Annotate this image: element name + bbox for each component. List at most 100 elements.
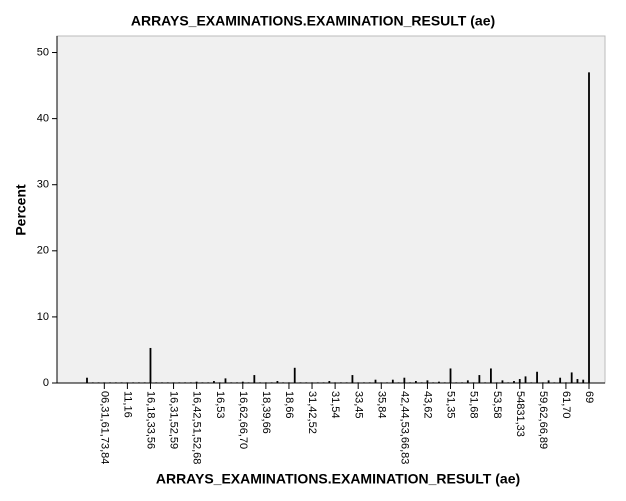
bar — [541, 382, 544, 383]
bar — [518, 379, 521, 383]
x-tick-label: 42,44,53,66,83 — [398, 391, 410, 464]
bar — [536, 371, 538, 383]
y-tick-label: 50 — [37, 46, 49, 58]
bar — [438, 381, 440, 383]
bar — [461, 382, 463, 383]
x-tick-label: 16,62,66,70 — [237, 391, 249, 449]
bar — [120, 382, 123, 383]
bar — [166, 382, 169, 383]
bar — [109, 382, 111, 383]
bar — [414, 381, 417, 383]
y-axis-label: Percent — [13, 184, 29, 236]
bar — [178, 382, 181, 383]
bar — [195, 381, 198, 383]
bar — [357, 382, 360, 383]
bar — [345, 382, 348, 383]
bar — [443, 382, 446, 383]
bar — [328, 381, 331, 383]
bar — [501, 380, 504, 383]
y-tick-label: 30 — [37, 179, 49, 191]
bar — [363, 382, 365, 383]
x-tick-label: 16,31,52,59 — [168, 391, 180, 449]
x-tick-label: 53,58 — [491, 391, 503, 419]
bar — [334, 382, 337, 383]
bar — [264, 382, 267, 383]
bar — [322, 382, 325, 383]
bar — [570, 372, 573, 383]
x-tick-label: 35,84 — [375, 391, 387, 419]
bar — [466, 380, 469, 383]
plot-area — [56, 35, 606, 384]
y-tick-label: 40 — [37, 113, 49, 125]
x-tick-label: 33,45 — [352, 391, 364, 419]
bar — [339, 382, 342, 383]
x-tick-label: 18,66 — [283, 391, 295, 419]
x-tick-label: 11,16 — [121, 391, 133, 418]
bar — [455, 382, 458, 383]
bar — [380, 382, 383, 383]
bar — [143, 382, 146, 383]
bar — [293, 367, 296, 383]
x-tick-label: 51,68 — [468, 391, 480, 419]
bar — [478, 375, 481, 383]
bar — [189, 382, 192, 383]
x-tick-label: 06,31,61,73,84 — [98, 391, 110, 464]
x-tick-label: 69 — [583, 391, 595, 403]
bar — [138, 382, 140, 383]
x-tick-label: 16,18,33,56 — [145, 391, 157, 449]
bar — [218, 382, 221, 383]
x-tick-label: 31,54 — [329, 391, 341, 419]
bar — [114, 382, 117, 383]
bar — [524, 376, 527, 383]
bar — [172, 382, 175, 383]
bar — [236, 382, 238, 383]
bar — [582, 379, 585, 383]
bar — [565, 382, 567, 383]
bar — [409, 382, 412, 383]
bar — [91, 382, 94, 383]
bar — [420, 382, 423, 383]
x-axis-label: ARRAYS_EXAMINATIONS.EXAMINATION_RESULT (… — [156, 471, 520, 487]
x-tick-label: 43,62 — [422, 391, 434, 419]
bar — [282, 382, 285, 383]
bar — [155, 382, 158, 383]
bar — [259, 382, 262, 383]
bar — [513, 381, 515, 383]
bar — [224, 378, 227, 383]
bar — [553, 382, 556, 383]
bar — [311, 382, 313, 383]
bar — [299, 382, 302, 383]
x-tick-label: 59,62,66,89 — [537, 391, 549, 449]
bar — [386, 382, 388, 383]
bar — [495, 382, 498, 383]
bar — [588, 72, 590, 383]
bar — [201, 382, 204, 383]
bar — [149, 347, 152, 383]
bar — [161, 382, 163, 383]
bar — [241, 381, 244, 383]
bar — [559, 377, 562, 383]
bar — [126, 382, 129, 383]
bar — [449, 368, 452, 383]
bar — [184, 382, 186, 383]
bar — [276, 381, 279, 383]
y-tick-label: 0 — [43, 377, 49, 389]
bar — [97, 382, 100, 383]
bar — [490, 368, 492, 383]
x-tick-label: 18,39,66 — [260, 391, 272, 434]
bar — [374, 379, 377, 383]
bar — [132, 382, 135, 383]
bar — [530, 382, 533, 383]
bar — [305, 382, 308, 383]
bar — [213, 381, 215, 383]
bar — [432, 382, 435, 383]
x-tick-label: 31,42,52 — [306, 391, 318, 434]
bar — [368, 382, 371, 383]
bar — [86, 377, 88, 383]
chart-title: ARRAYS_EXAMINATIONS.EXAMINATION_RESULT (… — [131, 13, 495, 29]
bar — [207, 382, 210, 383]
y-tick-label: 10 — [37, 311, 49, 323]
bar — [103, 382, 106, 383]
bar — [351, 375, 354, 383]
